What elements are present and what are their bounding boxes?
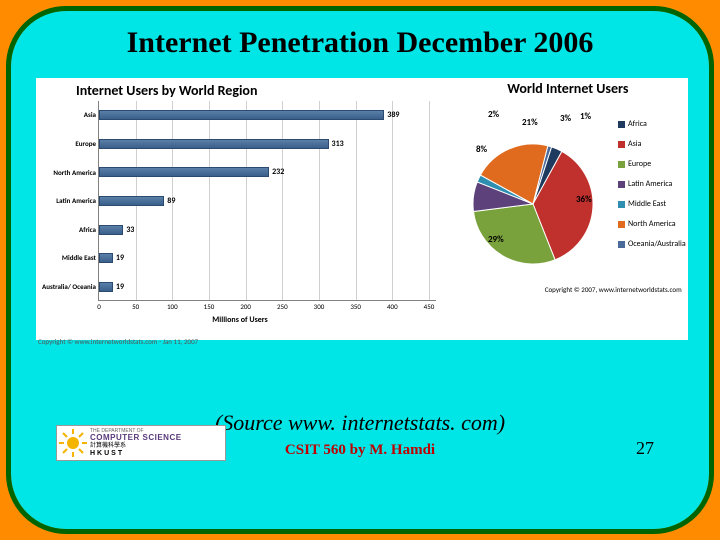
legend-label: Asia: [628, 139, 641, 149]
bar-value-label: 89: [167, 196, 175, 206]
legend-item: Africa: [618, 119, 686, 129]
bar-category-label: Africa: [39, 226, 99, 234]
slide-title: Internet Penetration December 2006: [36, 26, 684, 60]
slide-content: Internet Penetration December 2006 Inter…: [6, 6, 714, 534]
legend-color-icon: [618, 121, 625, 128]
logo-line4: HKUST: [90, 450, 182, 458]
pie-chart-legend: Africa Asia Europe Latin America Middle East…: [618, 99, 688, 259]
pie-slice-label: 21%: [522, 117, 538, 128]
pie-chart: World Internet Users 3% 36% 29% 8% 2% 21% 1% A…: [448, 78, 688, 340]
bar: [99, 225, 123, 235]
bar-chart-x-label: Millions of Users: [36, 315, 444, 325]
bar: [99, 110, 384, 120]
department-logo: THE DEPARTMENT OF COMPUTER SCIENCE 計算機科學…: [56, 425, 226, 461]
bar-chart-copyright: Copyright © www.internetworldstats.com -…: [36, 337, 444, 346]
bar-value-label: 313: [332, 139, 344, 149]
pie-slice-label: 2%: [488, 109, 499, 120]
legend-color-icon: [618, 181, 625, 188]
bar-chart-title: Internet Users by World Region: [36, 78, 444, 101]
pie-slice-label: 29%: [488, 234, 504, 245]
pie-chart-title: World Internet Users: [448, 78, 688, 99]
bar-chart: Internet Users by World Region 050100150…: [36, 78, 444, 340]
bar-category-label: Middle East: [39, 254, 99, 262]
bar-category-label: Australia/ Oceania: [39, 283, 99, 291]
bar-value-label: 232: [272, 167, 284, 177]
bar-value-label: 389: [387, 110, 399, 120]
footer: THE DEPARTMENT OF COMPUTER SCIENCE 計算機科學…: [36, 442, 684, 459]
bar-value-label: 19: [116, 282, 124, 292]
bar-row: Latin America89: [99, 195, 175, 207]
legend-item: Latin America: [618, 179, 686, 189]
logo-line3: 計算機科學系: [90, 443, 182, 450]
slide-frame: Internet Penetration December 2006 Inter…: [0, 0, 720, 540]
bar-category-label: Europe: [39, 140, 99, 148]
bar: [99, 253, 113, 263]
bar-row: Australia/ Oceania19: [99, 281, 124, 293]
legend-item: North America: [618, 219, 686, 229]
legend-color-icon: [618, 241, 625, 248]
legend-label: Europe: [628, 159, 651, 169]
bar: [99, 282, 113, 292]
bar: [99, 167, 269, 177]
legend-item: Oceania/Australia: [618, 239, 686, 249]
bar-category-label: North America: [39, 169, 99, 177]
bar-chart-plot: 050100150200250300350400450 Asia389Europ…: [98, 101, 436, 301]
legend-item: Middle East: [618, 199, 686, 209]
bar-row: North America232: [99, 166, 284, 178]
legend-color-icon: [618, 201, 625, 208]
bar-row: Europe313: [99, 138, 344, 150]
sun-icon: [59, 429, 87, 457]
pie-slice-label: 36%: [576, 194, 592, 205]
bar-category-label: Asia: [39, 111, 99, 119]
bar: [99, 196, 164, 206]
bar-category-label: Latin America: [39, 197, 99, 205]
rounded-border: Internet Penetration December 2006 Inter…: [6, 6, 714, 534]
pie-chart-copyright: Copyright © 2007, www.internetworldstats…: [448, 279, 688, 294]
legend-label: Oceania/Australia: [628, 239, 686, 249]
legend-color-icon: [618, 221, 625, 228]
legend-label: Latin America: [628, 179, 672, 189]
bar-value-label: 33: [126, 225, 134, 235]
footer-text: CSIT 560 by M. Hamdi: [285, 442, 435, 459]
pie-slice-label: 3%: [560, 113, 571, 124]
charts-container: Internet Users by World Region 050100150…: [36, 78, 684, 340]
legend-label: Middle East: [628, 199, 666, 209]
pie-slice-label: 1%: [580, 111, 591, 122]
legend-item: Europe: [618, 159, 686, 169]
page-number: 27: [636, 438, 654, 459]
bar-value-label: 19: [116, 253, 124, 263]
bar: [99, 139, 329, 149]
bar-row: Asia389: [99, 109, 399, 121]
pie-chart-plot: 3% 36% 29% 8% 2% 21% 1%: [448, 109, 618, 279]
bar-row: Middle East19: [99, 252, 124, 264]
legend-item: Asia: [618, 139, 686, 149]
pie-slice-label: 8%: [476, 144, 487, 155]
legend-color-icon: [618, 161, 625, 168]
bar-row: Africa33: [99, 224, 134, 236]
bar-chart-x-ticks: 050100150200250300350400450: [99, 300, 436, 312]
legend-label: Africa: [628, 119, 647, 129]
logo-line2: COMPUTER SCIENCE: [90, 434, 182, 443]
legend-color-icon: [618, 141, 625, 148]
legend-label: North America: [628, 219, 676, 229]
